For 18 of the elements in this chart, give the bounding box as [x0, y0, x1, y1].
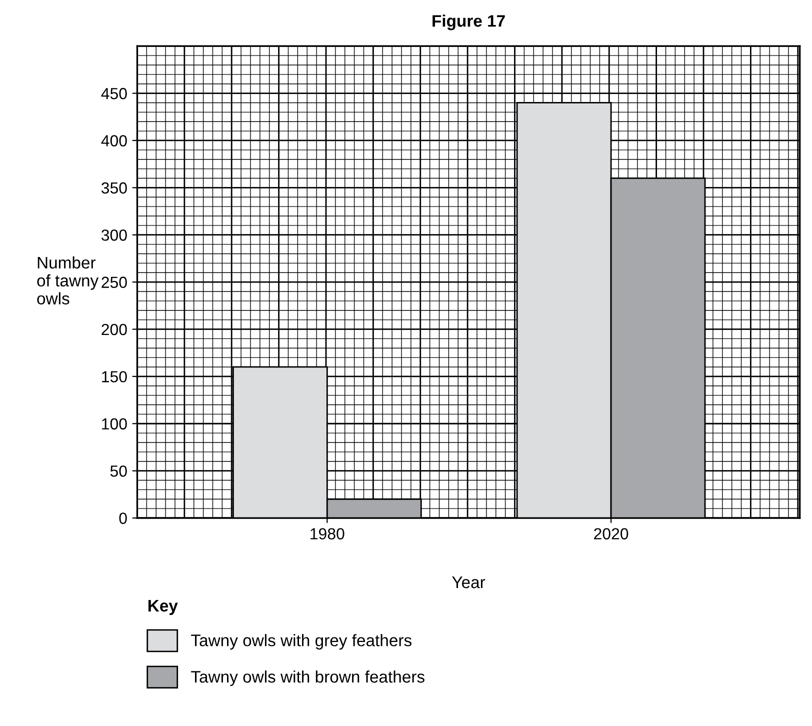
x-tick-label: 1980 [310, 528, 344, 540]
y-tick-label: 100 [102, 418, 127, 430]
y-tick-label: 300 [101, 229, 127, 241]
y-tick-label: 150 [102, 371, 127, 382]
y-tick-label: 250 [102, 276, 127, 288]
legend-label: Tawny owls with brown feathers [191, 670, 424, 686]
y-tick-label: 400 [101, 135, 127, 146]
y-tick-label: 350 [101, 182, 127, 194]
y-tick-label: 0 [119, 512, 127, 524]
legend-label: Tawny owls with grey feathers [191, 634, 412, 650]
chart-title: Figure 17 [432, 14, 505, 30]
x-tick-label: 2020 [594, 528, 628, 540]
y-tick-label: 200 [102, 324, 127, 336]
y-tick-label: 450 [101, 88, 127, 100]
y-tick-label: 50 [110, 465, 127, 477]
legend-title: Key [148, 600, 178, 615]
y-axis-title: Number of tawny owls [37, 256, 99, 304]
x-axis-title: Year [452, 576, 486, 588]
